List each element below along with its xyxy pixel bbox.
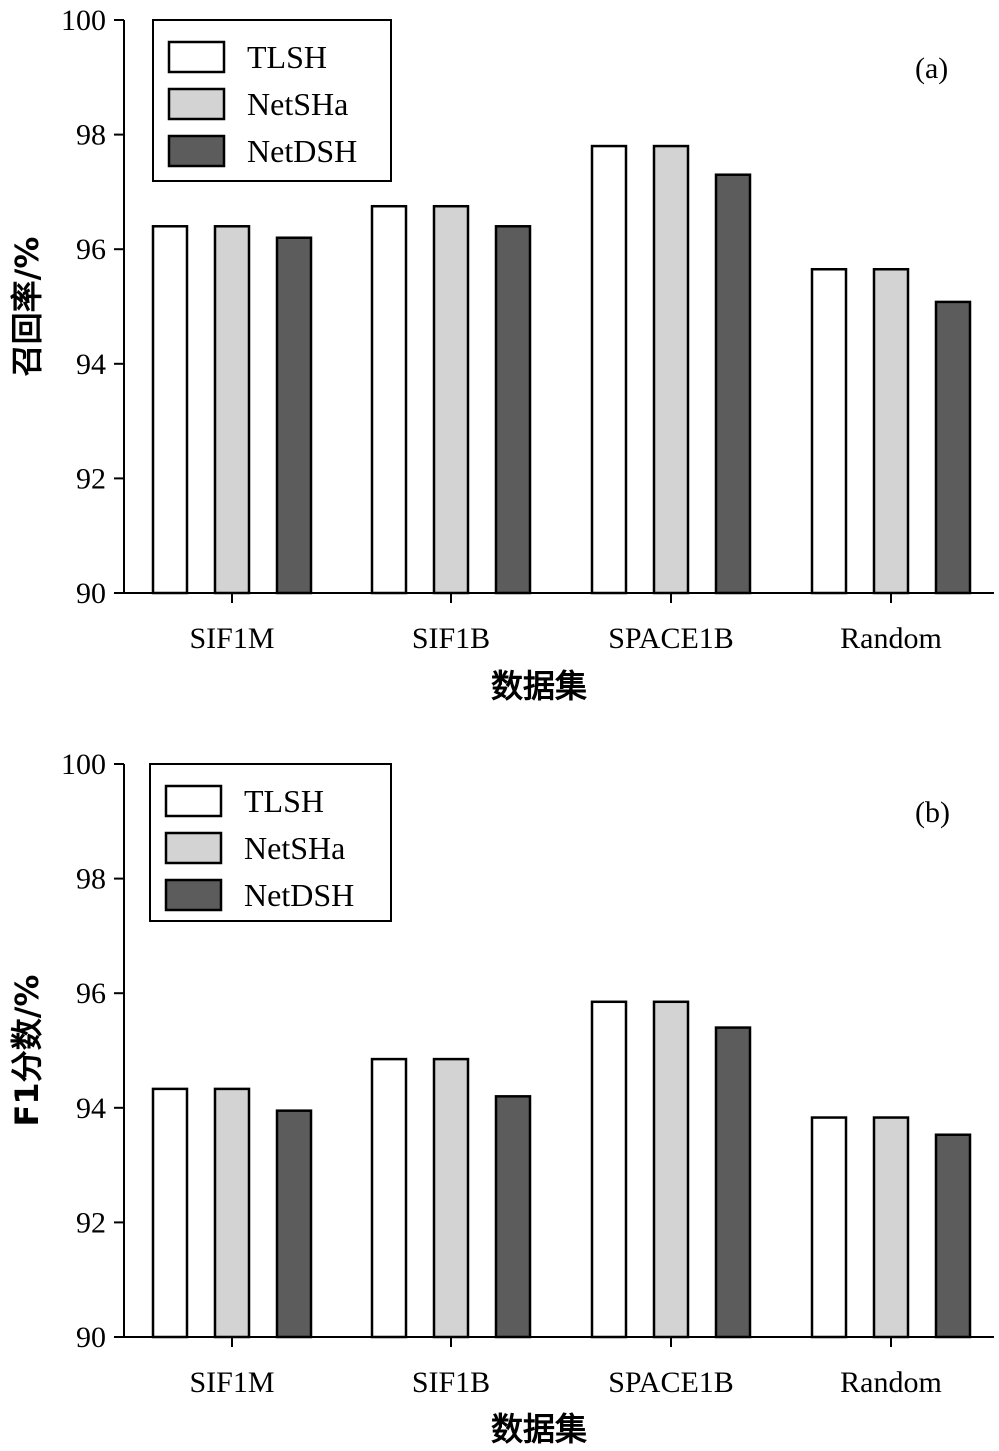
bar-netsha-space1b	[652, 144, 690, 595]
y-tick-label: 96	[76, 977, 106, 1010]
legend: TLSH NetSHa NetDSH	[149, 763, 392, 922]
bar-netsha-space1b	[652, 1000, 690, 1339]
x-tick-label: SPACE1B	[608, 622, 734, 655]
bar-tlsh-space1b	[590, 1000, 628, 1339]
chart-panel-1: 90 92 94 96 98 100 SIF1M SIF1B SPACE1B Random 数据集 召…	[8, 4, 994, 705]
y-tick-label: 92	[76, 462, 106, 495]
legend-label-netsha: NetSHa	[244, 830, 345, 866]
legend-swatch-netdsh	[164, 878, 223, 912]
x-tick-label: SIF1M	[189, 1366, 274, 1399]
legend-swatch-netsha	[164, 831, 223, 865]
y-tick-label: 96	[76, 233, 106, 266]
legend: TLSH NetSHa NetDSH	[152, 19, 392, 182]
legend-label-tlsh: TLSH	[244, 783, 324, 819]
bar-netsha-sif1b	[432, 204, 470, 595]
x-tick-label: SIF1B	[412, 622, 490, 655]
bar-netdsh-sif1m	[275, 1109, 313, 1339]
bar-netdsh-random	[934, 300, 972, 595]
bar-netdsh-sif1m	[275, 236, 313, 595]
bar-netdsh-sif1b	[494, 225, 532, 595]
bar-tlsh-random	[810, 1116, 848, 1339]
y-tick-label: 98	[76, 863, 106, 896]
bar-netsha-random	[872, 1116, 910, 1339]
x-axis-title: 数据集	[491, 667, 587, 705]
y-tick-label: 94	[76, 1092, 106, 1125]
legend-swatch-tlsh	[164, 784, 223, 818]
bar-tlsh-sif1b	[370, 204, 408, 595]
y-tick-label: 100	[61, 748, 106, 781]
panel-label: (b)	[915, 796, 950, 829]
bar-tlsh-sif1m	[151, 225, 189, 595]
legend-swatch-netdsh	[167, 134, 226, 168]
y-tick-label: 90	[76, 577, 106, 610]
y-axis-title: 召回率/%	[8, 237, 46, 377]
bar-netsha-sif1b	[432, 1057, 470, 1339]
x-tick-label: SIF1B	[412, 1366, 490, 1399]
legend-label-netsha: NetSHa	[247, 86, 348, 122]
y-tick-label: 92	[76, 1206, 106, 1239]
legend-swatch-netsha	[167, 87, 226, 121]
bar-netsha-random	[872, 268, 910, 595]
bar-netdsh-sif1b	[494, 1095, 532, 1339]
bar-netsha-sif1m	[213, 1087, 251, 1339]
legend-label-netdsh: NetDSH	[244, 877, 354, 913]
bar-netdsh-space1b	[714, 1026, 752, 1339]
bar-netsha-sif1m	[213, 225, 251, 595]
x-tick-label: Random	[840, 1366, 942, 1399]
y-tick-label: 90	[76, 1321, 106, 1354]
x-tick-label: SIF1M	[189, 622, 274, 655]
y-axis-title: F1分数/%	[8, 975, 46, 1127]
bar-tlsh-random	[810, 268, 848, 595]
x-tick-label: SPACE1B	[608, 1366, 734, 1399]
x-axis-title: 数据集	[491, 1410, 587, 1448]
x-tick-label: Random	[840, 622, 942, 655]
bar-tlsh-space1b	[590, 144, 628, 595]
panel-label: (a)	[915, 52, 948, 85]
bar-netdsh-space1b	[714, 173, 752, 595]
bar-tlsh-sif1b	[370, 1057, 408, 1339]
y-tick-label: 100	[61, 4, 106, 37]
bar-netdsh-random	[934, 1133, 972, 1339]
y-tick-label: 94	[76, 348, 106, 381]
bar-tlsh-sif1m	[151, 1087, 189, 1339]
chart-panel-2: 90 92 94 96 98 100 SIF1M SIF1B SPACE1B Random 数据集 F…	[8, 748, 994, 1448]
legend-label-netdsh: NetDSH	[247, 133, 357, 169]
legend-label-tlsh: TLSH	[247, 39, 327, 75]
legend-swatch-tlsh	[167, 40, 226, 74]
y-tick-label: 98	[76, 119, 106, 152]
